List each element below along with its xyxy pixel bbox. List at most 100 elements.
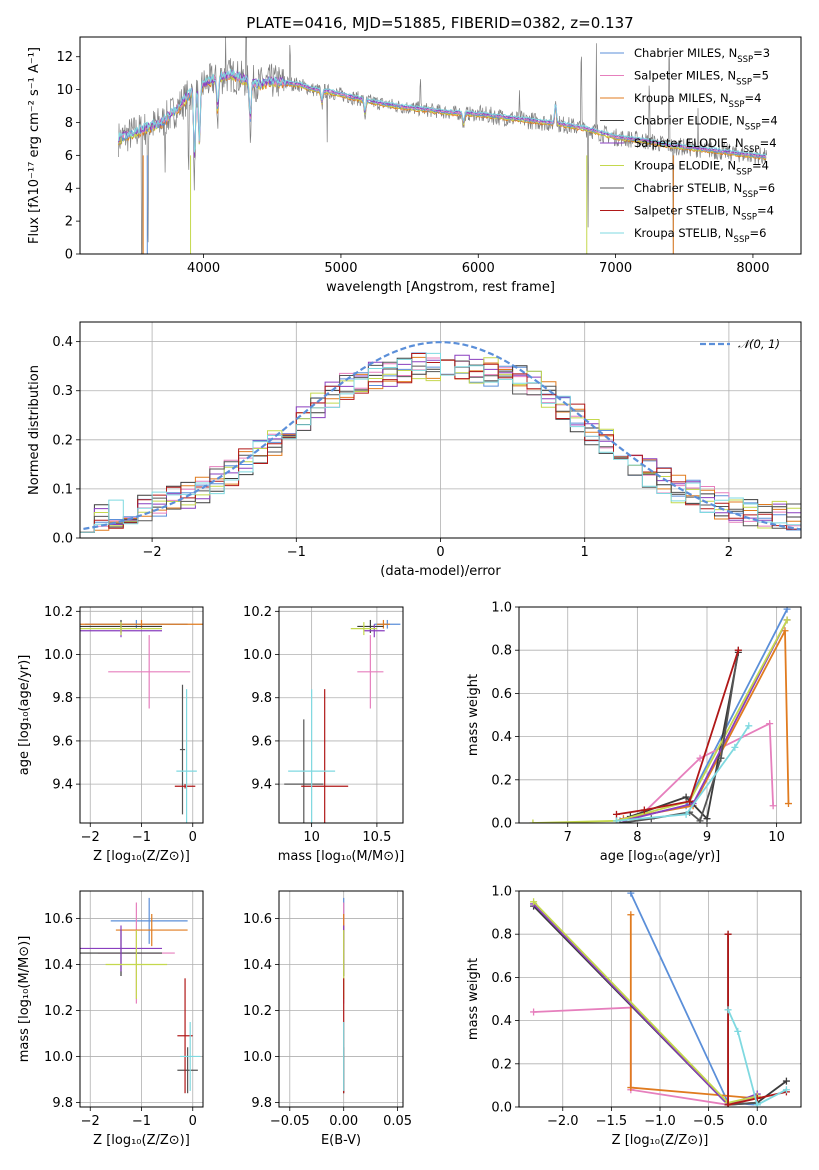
y-axis-label: mass weight [466,674,481,756]
x-tick-label: 2 [725,545,733,560]
y-tick-label: 0 [65,248,73,263]
weight-point-marker [766,720,774,728]
x-axis-label: mass [log₁₀(M/M⊙)] [278,849,405,864]
y-tick-label: 10.2 [243,605,272,620]
weight-line [727,934,787,1106]
x-axis-label: Z [log₁₀(Z/Z⊙)] [93,1133,190,1148]
x-axis-label: age [log₁₀(age/yr)] [600,849,721,864]
weight-point-marker [696,817,704,823]
x-tick-label: −1 [132,1114,151,1129]
y-tick-label: 0.6 [491,971,512,986]
y-axis-label: mass [log₁₀(M/M⊙)] [17,936,32,1063]
weight-point-marker [724,1101,732,1107]
y-tick-label: 0.2 [491,773,512,788]
x-tick-label: −0.05 [270,1114,310,1129]
weight-point-marker [703,815,711,823]
x-tick-label: −0.5 [693,1114,725,1129]
weight-point-marker [627,911,635,919]
weight-point-marker [724,1006,732,1014]
x-tick-label: 10.5 [362,830,391,845]
weight-point-marker [783,607,791,613]
mass-vs-extinction-panel: −0.05 0.00 0.05 9.8 10.0 10.2 10.4 10.6 E(B-V) [243,890,412,1148]
y-tick-label: 0.4 [52,335,73,350]
legend-label: Salpeter MILES, NSSP=5 [634,69,769,88]
x-tick-label: 8 [633,830,641,845]
mass-vs-metallicity-panel: −2 −1 0 9.8 10.0 10.2 10.4 10.6 Z [log₁₀(Z/Z⊙)] m… [17,890,204,1148]
weight-line [616,725,750,822]
weight-line [532,619,788,823]
weight-line [727,1009,787,1107]
y-tick-label: 0.2 [52,433,73,448]
x-axis-label: Z [log₁₀(Z/Z⊙)] [612,1133,709,1148]
legend-label: Kroupa MILES, NSSP=4 [634,91,761,110]
x-tick-label: 7000 [599,261,632,276]
legend-label: Chabrier MILES, NSSP=3 [634,46,770,65]
y-tick-label: 10.0 [44,1050,73,1065]
weight-vs-age-panel: 7 8 9 10 0.0 0.2 0.4 0.6 0.8 1.0 age [log₁₀(age/yr… [466,601,802,864]
y-tick-label: 0.2 [491,1057,512,1072]
spectrum-title: PLATE=0416, MJD=51885, FIBERID=0382, z=0… [246,14,633,32]
weight-point-marker [781,627,789,635]
weight-point-marker [627,891,635,897]
y-tick-label: 0.4 [491,730,512,745]
x-tick-label: 0.0 [747,1114,768,1129]
y-tick-label: 10.6 [243,912,272,927]
x-axis-label: wavelength [Angstrom, rest frame] [326,280,555,295]
plot-area [80,619,203,823]
y-tick-label: 0.3 [52,384,73,399]
model-spectrum [118,69,767,158]
y-tick-label: 0.8 [491,928,512,943]
axes-frame [278,606,404,824]
x-axis-label: Z [log₁₀(Z/Z⊙)] [93,849,190,864]
weight-point-marker [745,722,753,730]
x-tick-label: 0.05 [383,1114,412,1129]
weight-vs-metallicity-panel: −2.0 −1.5 −1.0 −0.5 0.0 0.0 0.2 0.4 0.6 0.8 1.0 Z [… [466,885,802,1148]
weight-point-marker [640,806,648,814]
y-tick-label: 9.6 [52,734,73,749]
y-axis-label: age [log₁₀(age/yr)] [17,655,32,776]
legend-label: 𝒩(0, 1) [738,337,780,351]
y-tick-label: 12 [56,50,73,65]
model-spectrum [118,68,767,156]
x-tick-label: 4000 [187,261,220,276]
x-tick-label: −2 [143,545,162,560]
y-axis-label: Normed distribution [27,365,42,495]
legend-label: Chabrier STELIB, NSSP=6 [634,181,775,200]
y-tick-label: 9.8 [251,691,272,706]
weight-point-marker [686,797,694,805]
plot-area [118,37,768,254]
weight-point-marker [612,810,620,818]
y-tick-label: 10 [56,83,73,98]
age-vs-metallicity-panel: −2 −1 0 9.4 9.6 9.8 10.0 10.2 Z [log₁₀(Z/Z⊙)] age… [17,605,204,864]
x-tick-label: −2 [81,830,100,845]
plot-area [80,897,201,1094]
y-tick-label: 9.4 [251,778,272,793]
residual-histogram [80,352,801,533]
y-tick-label: 0.4 [491,1014,512,1029]
plot-area [530,891,790,1107]
y-tick-label: 0.8 [491,644,512,659]
x-tick-label: −1 [132,830,151,845]
legend-label: Salpeter STELIB, NSSP=4 [634,204,774,223]
x-tick-label: 0 [189,1114,197,1129]
x-tick-label: 0 [189,830,197,845]
x-tick-label: 5000 [324,261,357,276]
x-tick-label: 7 [564,830,572,845]
axes-frame [79,36,802,255]
age-vs-mass-panel: 10 10.5 9.4 9.6 9.8 10.0 10.2 mass [log₁₀(M/M⊙)… [243,605,405,864]
x-tick-label: −2.0 [547,1114,579,1129]
y-tick-label: 0.0 [491,817,512,832]
weight-point-marker [784,800,792,808]
y-tick-label: 4 [65,182,73,197]
y-tick-label: 0.0 [52,532,73,547]
spectrum-panel: 4000 5000 6000 7000 8000 0 2 4 6 8 10 12 wavelength … [27,36,802,295]
y-tick-label: 9.4 [52,778,73,793]
y-tick-label: 10.2 [44,1004,73,1019]
x-tick-label: 10 [768,830,785,845]
y-axis-label: mass weight [466,958,481,1040]
legend-label: Kroupa STELIB, NSSP=6 [634,226,766,245]
y-tick-label: 9.8 [52,1096,73,1111]
weight-point-marker [717,754,725,762]
weight-point-marker [769,802,777,810]
